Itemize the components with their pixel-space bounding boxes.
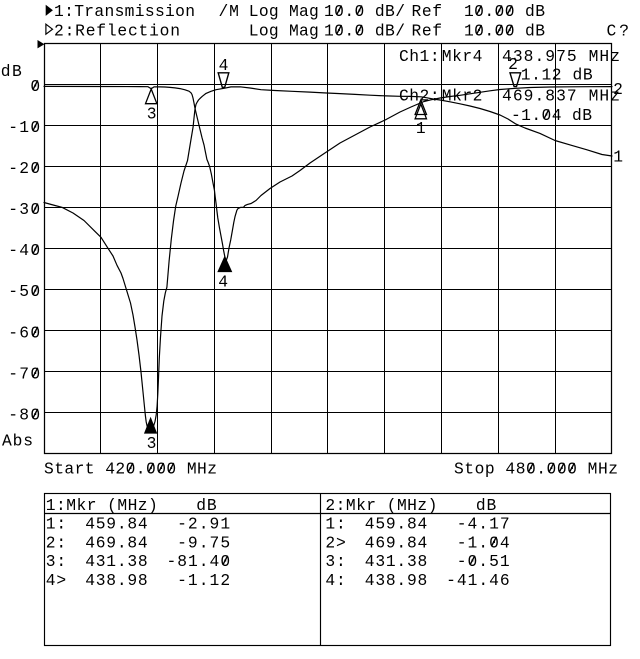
svg-text:Mkr4: Mkr4 bbox=[442, 47, 483, 66]
svg-text:Ref: Ref bbox=[412, 22, 443, 41]
svg-text:Ref: Ref bbox=[412, 2, 443, 21]
svg-text:-9.75: -9.75 bbox=[177, 533, 230, 552]
svg-text:2:: 2: bbox=[46, 533, 66, 552]
svg-text:431.38: 431.38 bbox=[85, 552, 148, 571]
svg-text:-81.40: -81.40 bbox=[167, 552, 231, 571]
svg-text:-2.91: -2.91 bbox=[177, 515, 230, 534]
svg-text:-80: -80 bbox=[8, 405, 40, 424]
svg-text:469.84: 469.84 bbox=[365, 533, 428, 552]
svg-text:1:Mkr (MHz): 1:Mkr (MHz) bbox=[46, 496, 158, 515]
svg-text:4: 4 bbox=[219, 56, 229, 75]
svg-text:10.0 dB/: 10.0 dB/ bbox=[324, 22, 405, 41]
svg-text:-70: -70 bbox=[8, 364, 40, 383]
svg-text:Ch2:: Ch2: bbox=[399, 87, 440, 106]
svg-text:2:Mkr (MHz): 2:Mkr (MHz) bbox=[325, 496, 437, 515]
svg-text:4>: 4> bbox=[46, 571, 66, 590]
svg-text:2: 2 bbox=[613, 80, 623, 99]
svg-text:2>: 2> bbox=[325, 533, 345, 552]
svg-text:1.12 dB: 1.12 dB bbox=[521, 66, 593, 85]
svg-text:-20: -20 bbox=[8, 159, 40, 178]
svg-text:dB: dB bbox=[196, 496, 217, 515]
svg-text:438.98: 438.98 bbox=[85, 571, 148, 590]
svg-text:Log Mag: Log Mag bbox=[249, 2, 319, 21]
svg-text:-4.17: -4.17 bbox=[457, 515, 510, 534]
svg-text:Ch1:: Ch1: bbox=[399, 47, 440, 66]
svg-text:438.98: 438.98 bbox=[365, 571, 428, 590]
svg-text:-30: -30 bbox=[8, 200, 40, 219]
svg-text:1:Transmission: 1:Transmission bbox=[54, 2, 195, 21]
svg-text:438.975 MHz: 438.975 MHz bbox=[502, 47, 620, 66]
svg-text:1:: 1: bbox=[46, 515, 66, 534]
svg-text:3: 3 bbox=[147, 105, 157, 124]
svg-text:Mkr2: Mkr2 bbox=[442, 87, 483, 106]
svg-text:dB: dB bbox=[476, 496, 497, 515]
svg-text:10.00 dB: 10.00 dB bbox=[464, 22, 545, 41]
svg-text:/M: /M bbox=[219, 2, 239, 21]
svg-text:-60: -60 bbox=[8, 323, 40, 342]
svg-text:dB: dB bbox=[1, 62, 22, 81]
svg-text:431.38: 431.38 bbox=[365, 552, 428, 571]
svg-text:3:: 3: bbox=[46, 552, 66, 571]
svg-text:2: 2 bbox=[508, 55, 518, 74]
svg-text:1: 1 bbox=[613, 148, 623, 167]
svg-text:10.00 dB: 10.00 dB bbox=[464, 2, 545, 21]
svg-text:4: 4 bbox=[218, 272, 228, 291]
svg-text:469.837 MHz: 469.837 MHz bbox=[502, 87, 620, 106]
svg-text:Log Mag: Log Mag bbox=[249, 22, 319, 41]
svg-text:-50: -50 bbox=[8, 282, 40, 301]
svg-text:469.84: 469.84 bbox=[85, 533, 148, 552]
svg-text:4:: 4: bbox=[325, 571, 345, 590]
svg-text:3: 3 bbox=[147, 434, 157, 453]
svg-text:-1.04: -1.04 bbox=[457, 533, 510, 552]
svg-text:459.84: 459.84 bbox=[365, 515, 428, 534]
svg-text:3:: 3: bbox=[325, 552, 345, 571]
svg-text:-10: -10 bbox=[8, 118, 40, 137]
svg-text:1: 1 bbox=[416, 119, 426, 138]
svg-text:-41.46: -41.46 bbox=[446, 571, 510, 590]
svg-text:Abs: Abs bbox=[2, 431, 33, 450]
svg-text:2:Reflection: 2:Reflection bbox=[54, 22, 180, 41]
svg-text:459.84: 459.84 bbox=[85, 515, 148, 534]
svg-text:-40: -40 bbox=[8, 241, 40, 260]
svg-text:-1.12: -1.12 bbox=[177, 571, 230, 590]
svg-text:-0.51: -0.51 bbox=[457, 552, 510, 571]
svg-text:-1.04 dB: -1.04 dB bbox=[511, 106, 592, 125]
svg-text:1:: 1: bbox=[325, 515, 345, 534]
svg-text:Stop 480.000 MHz: Stop 480.000 MHz bbox=[454, 459, 618, 478]
svg-text:10.0 dB/: 10.0 dB/ bbox=[324, 2, 405, 21]
